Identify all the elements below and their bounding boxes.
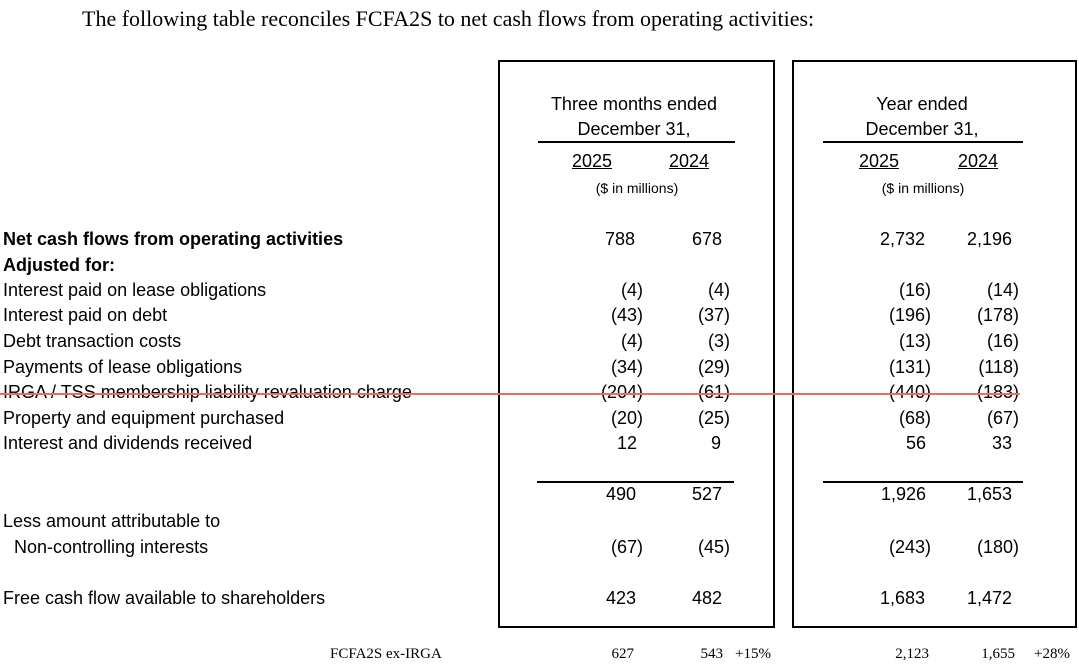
strikethrough-line — [0, 393, 1020, 395]
row-label: Adjusted for: — [3, 255, 115, 275]
cell: (20) — [610, 408, 643, 428]
cell: (243) — [888, 537, 931, 557]
footer-cell: 2,123 — [895, 646, 929, 662]
cell: 2,732 — [879, 229, 925, 249]
cell: (67) — [610, 537, 643, 557]
year-2025-y: 2025 — [858, 151, 900, 171]
cell: (34) — [610, 357, 643, 377]
footer-cell: 627 — [611, 646, 635, 662]
subtotal-rule — [537, 481, 734, 483]
cell: (61) — [697, 382, 730, 402]
footer-label: FCFA2S ex-IRGA — [330, 646, 442, 662]
fcf-cell: 423 — [605, 588, 636, 608]
cell: (45) — [697, 537, 730, 557]
row-label: Interest and dividends received — [3, 433, 253, 453]
year-header-line1: Year ended — [876, 94, 968, 114]
subtotal-rule — [823, 481, 1023, 483]
header-rule — [538, 141, 735, 143]
row-label: Interest paid on lease obligations — [3, 280, 267, 300]
cell: (196) — [888, 305, 931, 325]
subtotal-cell: 490 — [605, 484, 636, 504]
year-box — [792, 60, 1077, 628]
cell: (4) — [708, 280, 730, 300]
row-label: Payments of lease obligations — [3, 357, 243, 377]
cell: 678 — [691, 229, 722, 249]
cell: (3) — [708, 331, 730, 351]
cell: (180) — [976, 537, 1019, 557]
cell: (178) — [976, 305, 1019, 325]
cell: (43) — [610, 305, 643, 325]
cell: 12 — [616, 433, 637, 453]
cell: 9 — [710, 433, 721, 453]
cell: (68) — [898, 408, 931, 428]
intro-text: The following table reconciles FCFA2S to… — [82, 6, 815, 31]
fcf-cell: 482 — [691, 588, 722, 608]
three-months-header-line1: Three months ended — [550, 94, 718, 114]
cell: (16) — [986, 331, 1019, 351]
cell: (118) — [978, 357, 1019, 377]
footer-change: +15% — [735, 646, 771, 662]
row-label: Interest paid on debt — [3, 305, 168, 325]
unit-label-y: ($ in millions) — [881, 180, 965, 196]
cell: (16) — [898, 280, 931, 300]
cell: (25) — [697, 408, 730, 428]
subtotal-cell: 527 — [691, 484, 722, 504]
cell: (4) — [621, 280, 643, 300]
subtotal-cell: 1,926 — [880, 484, 926, 504]
subtotal-cell: 1,653 — [966, 484, 1012, 504]
fcf-label: Free cash flow available to shareholders — [3, 588, 326, 608]
cell: (131) — [888, 357, 931, 377]
cell: (14) — [986, 280, 1019, 300]
three-months-header-line2: December 31, — [577, 119, 691, 139]
row-label: IRGA / TSS membership liability revaluat… — [3, 382, 412, 402]
footer-cell: 1,655 — [981, 646, 1015, 662]
cell: (29) — [697, 357, 730, 377]
cell: (4) — [621, 331, 643, 351]
cell: 788 — [604, 229, 635, 249]
cell: (37) — [697, 305, 730, 325]
unit-label-q: ($ in millions) — [595, 180, 679, 196]
cell: 56 — [905, 433, 926, 453]
cell: 2,196 — [966, 229, 1012, 249]
less-label-line2: Non-controlling interests — [14, 537, 209, 557]
row-label: Property and equipment purchased — [3, 408, 285, 428]
year-header-line2: December 31, — [865, 119, 979, 139]
cell: (183) — [976, 382, 1019, 402]
header-rule — [823, 141, 1023, 143]
cell: (440) — [888, 382, 931, 402]
fcf-cell: 1,472 — [966, 588, 1012, 608]
cell: (13) — [898, 331, 931, 351]
less-label-line1: Less amount attributable to — [3, 511, 221, 531]
cell: (204) — [600, 382, 643, 402]
row-label: Net cash flows from operating activities — [3, 229, 344, 249]
footer-cell: 543 — [700, 646, 724, 662]
footer-change: +28% — [1034, 646, 1070, 662]
row-label: Debt transaction costs — [3, 331, 182, 351]
year-2024-y: 2024 — [957, 151, 999, 171]
year-2025-q: 2025 — [571, 151, 613, 171]
fcf-cell: 1,683 — [879, 588, 925, 608]
cell: 33 — [991, 433, 1012, 453]
year-2024-q: 2024 — [668, 151, 710, 171]
three-months-box — [498, 60, 775, 628]
cell: (67) — [986, 408, 1019, 428]
